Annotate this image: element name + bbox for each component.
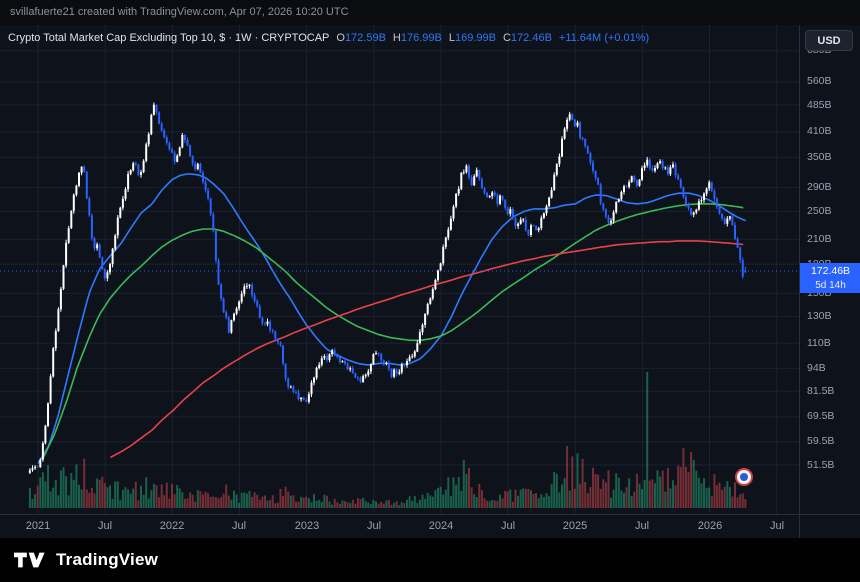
chart-watermark-badge	[735, 468, 753, 486]
legend-close-label: C	[502, 32, 511, 44]
time-axis-label: Jul	[231, 520, 247, 532]
tradingview-logo-icon[interactable]	[14, 549, 47, 571]
legend-close-value: 172.46B	[510, 32, 552, 44]
price-axis-label: 94B	[807, 362, 826, 374]
price-axis-label: 290B	[807, 181, 832, 193]
legend-open-label: O	[336, 32, 345, 44]
chart-area[interactable]: Crypto Total Market Cap Excluding Top 10…	[0, 25, 860, 538]
legend-symbol-title[interactable]: Crypto Total Market Cap Excluding Top 10…	[8, 32, 330, 44]
attribution-text: svillafuerte21 created with TradingView.…	[10, 6, 349, 18]
time-scale[interactable]: 2021 Jul 2022 Jul 2023 Jul 2024 Jul 2025 Jul 2026 J…	[0, 514, 860, 538]
legend-high-label: H	[392, 32, 401, 44]
legend-low-value: 169.99B	[454, 32, 496, 44]
time-axis-label: Jul	[500, 520, 516, 532]
price-axis-label: 210B	[807, 233, 832, 245]
ma-fast-blue-line	[37, 173, 746, 464]
current-price-badge: 172.46B	[800, 263, 860, 279]
price-axis-label: 81.5B	[807, 385, 835, 397]
candles-layer	[28, 102, 747, 474]
tradingview-brand-text[interactable]: TradingView	[56, 550, 159, 569]
legend-high-value: 176.99B	[400, 32, 442, 44]
price-axis-label: 69.5B	[807, 410, 835, 422]
time-axis-label: Jul	[97, 520, 113, 532]
time-axis-label: 2025	[562, 520, 588, 532]
time-axis-label: 2024	[428, 520, 454, 532]
time-axis-label: 2021	[25, 520, 51, 532]
price-axis-label: 110B	[807, 337, 831, 349]
watermark-inner-dot	[740, 473, 748, 481]
volume-down-bars	[36, 446, 747, 508]
price-axis-label: 250B	[807, 205, 832, 217]
footer-bar: TradingView	[0, 538, 860, 582]
price-scale[interactable]: USD 172.46B 5d 14h 680B560B485B410B350B2…	[799, 25, 860, 538]
grid-layer	[0, 25, 799, 514]
legend-change-value: +11.64M (+0.01%)	[558, 32, 650, 44]
time-axis-label: Jul	[769, 520, 785, 532]
time-axis-label: 2023	[294, 520, 320, 532]
price-axis-label: 485B	[807, 99, 832, 111]
grid-lines	[0, 25, 799, 514]
legend-open-value: 172.59B	[344, 32, 386, 44]
price-axis-label: 51.5B	[807, 459, 835, 471]
up-candle-bodies	[28, 104, 731, 473]
time-axis-label: Jul	[634, 520, 650, 532]
price-axis-label: 350B	[807, 151, 832, 163]
ma-slow-red-line	[110, 240, 744, 459]
volume-up-bars	[28, 372, 731, 508]
attribution-bar: svillafuerte21 created with TradingView.…	[0, 0, 860, 25]
volume-layer	[28, 372, 747, 508]
ma-lines-layer	[37, 173, 746, 464]
price-axis-label: 410B	[807, 125, 832, 137]
time-axis-label: Jul	[366, 520, 382, 532]
legend-low-label: L	[448, 32, 455, 44]
bar-countdown-badge: 5d 14h	[800, 279, 860, 293]
chart-canvas-svg[interactable]	[0, 25, 799, 514]
time-axis-label: 2026	[697, 520, 723, 532]
price-axis-label: 560B	[807, 75, 832, 87]
price-axis-label: 59.5B	[807, 435, 835, 447]
ma-mid-green-line	[42, 203, 744, 458]
symbol-legend: Crypto Total Market Cap Excluding Top 10…	[8, 32, 649, 44]
up-candle-wicks	[29, 102, 731, 474]
down-candle-bodies	[36, 104, 747, 468]
price-axis-label: 130B	[807, 310, 832, 322]
currency-toggle-button[interactable]: USD	[805, 30, 853, 51]
down-candle-wicks	[37, 104, 746, 468]
time-axis-label: 2022	[159, 520, 185, 532]
